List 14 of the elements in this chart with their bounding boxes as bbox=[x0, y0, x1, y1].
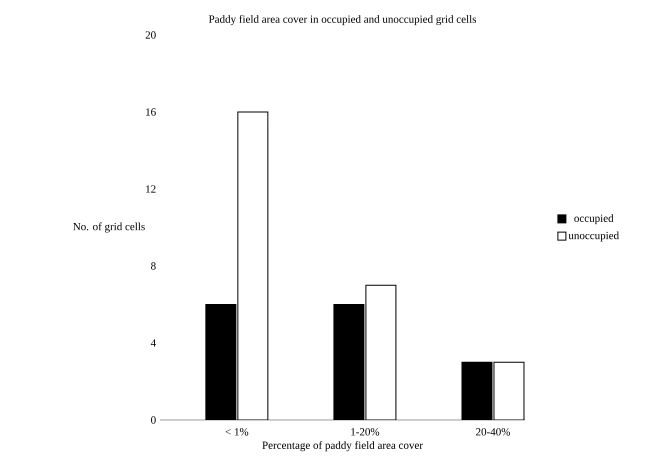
legend-label: occupied bbox=[574, 214, 614, 224]
y-axis-title: No. of grid cells bbox=[73, 222, 145, 233]
x-tick-label: 1-20% bbox=[351, 428, 380, 436]
legend-label: unoccupied bbox=[568, 232, 619, 242]
x-axis-title: Percentage of paddy field area cover bbox=[262, 441, 423, 452]
x-tick-label: < 1% bbox=[226, 428, 248, 436]
y-tick-label: 12 bbox=[146, 185, 156, 193]
x-tick-label: 20-40% bbox=[476, 428, 510, 436]
y-tick-label: 4 bbox=[150, 339, 156, 347]
y-tick-label: 16 bbox=[146, 108, 156, 116]
y-tick-label: 8 bbox=[151, 262, 156, 270]
chart-title: Paddy field area cover in occupied and unoccupied grid cells bbox=[208, 15, 476, 26]
y-tick-label: 0 bbox=[151, 416, 156, 424]
y-tick-label: 20 bbox=[146, 31, 156, 39]
